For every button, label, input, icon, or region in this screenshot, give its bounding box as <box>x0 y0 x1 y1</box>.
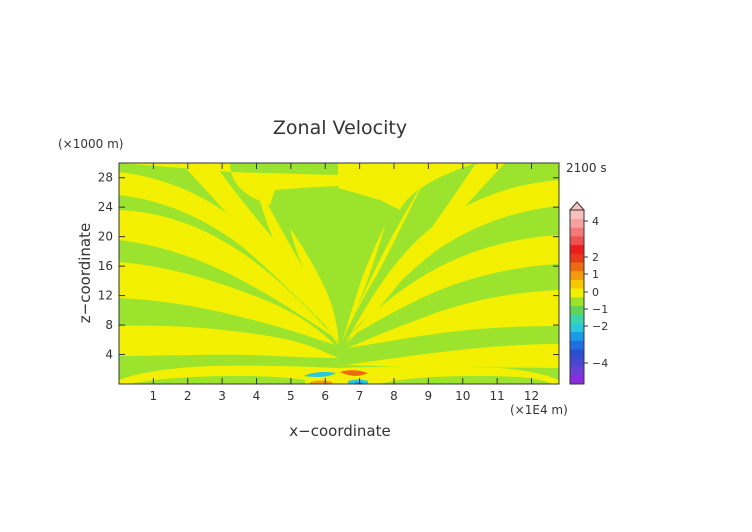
x-tick-label: 10 <box>455 389 470 403</box>
contour-band <box>130 376 305 384</box>
contour-band <box>119 163 338 205</box>
y-tick-label: 12 <box>98 289 113 303</box>
colorbar-tick-label: −1 <box>592 303 608 316</box>
colorbar-swatch <box>570 305 584 315</box>
y-tick-label: 28 <box>98 171 113 185</box>
colorbar-swatch <box>570 375 584 385</box>
x-tick-label: 8 <box>390 389 398 403</box>
contour-band <box>340 370 368 376</box>
x-axis: 1 2 3 4 5 6 7 8 9 10 11 12 <box>150 163 539 403</box>
colorbar-tick-label: 4 <box>592 215 599 228</box>
colorbar-swatch <box>570 314 584 324</box>
y-unit-label: (×1000 m) <box>58 137 123 151</box>
colorbar-swatch <box>570 244 584 254</box>
colorbar-swatch <box>570 288 584 298</box>
x-tick-label: 3 <box>218 389 226 403</box>
y-tick-label: 16 <box>98 259 113 273</box>
x-axis-label: x−coordinate <box>289 422 390 440</box>
contour-band <box>310 380 332 384</box>
x-tick-label: 6 <box>321 389 329 403</box>
colorbar-swatch <box>570 279 584 289</box>
colorbar-tick-label: 0 <box>592 286 599 299</box>
colorbar-swatch <box>570 227 584 237</box>
x-unit-label: (×1E4 m) <box>510 403 568 417</box>
colorbar-swatch <box>570 218 584 228</box>
plot-frame <box>118 162 560 385</box>
contour-band <box>119 210 335 338</box>
chart-title: Zonal Velocity <box>273 117 407 139</box>
x-tick-label: 5 <box>287 389 295 403</box>
colorbar-swatch <box>570 236 584 246</box>
colorbar-swatch <box>570 366 584 376</box>
colorbar-swatch <box>570 323 584 333</box>
colorbar-swatch <box>570 253 584 263</box>
y-tick-label: 24 <box>98 200 113 214</box>
colorbar-swatch <box>570 349 584 359</box>
x-tick-label: 4 <box>253 389 261 403</box>
colorbar-frame <box>569 209 585 385</box>
y-tick-label: 20 <box>98 230 113 244</box>
contour-band <box>342 225 385 342</box>
colorbar-swatch <box>570 210 584 219</box>
contour-band <box>345 344 559 368</box>
x-tick-label: 12 <box>524 389 539 403</box>
x-tick-label: 1 <box>150 389 158 403</box>
colorbar-swatch <box>570 262 584 272</box>
contour-band <box>119 172 330 330</box>
x-tick-label: 9 <box>425 389 433 403</box>
colorbar-swatch <box>570 331 584 341</box>
colorbar-swatch <box>570 340 584 350</box>
x-tick-label: 2 <box>184 389 192 403</box>
contour-band <box>350 180 559 335</box>
colorbar: 4 2 1 0 −1 −2 −4 <box>568 201 608 385</box>
y-tick-label: 8 <box>105 318 113 332</box>
contour-band <box>345 235 559 340</box>
contour-band <box>119 325 338 358</box>
colorbar-arrow <box>568 201 586 211</box>
colorbar-swatch <box>570 357 584 367</box>
y-axis-label: z−coordinate <box>76 223 94 323</box>
time-label: 2100 s <box>566 161 607 175</box>
contour-band <box>255 180 338 345</box>
contour-band <box>290 228 339 345</box>
contour-field <box>119 163 559 384</box>
contour-band <box>119 262 335 345</box>
contour-band <box>304 372 336 377</box>
x-tick-label: 11 <box>489 389 504 403</box>
contour-band <box>345 163 505 345</box>
colorbar-tick-label: −2 <box>592 320 608 333</box>
contour-band <box>348 290 559 348</box>
colorbar-tick-label: 2 <box>592 251 599 264</box>
colorbar-tick-label: 1 <box>592 268 599 281</box>
y-axis: 4 8 12 16 20 24 28 <box>98 171 559 362</box>
colorbar-tick-label: −4 <box>592 357 608 370</box>
x-tick-label: 7 <box>356 389 364 403</box>
contour-band <box>342 180 425 340</box>
contour-band <box>380 376 552 384</box>
colorbar-swatch <box>570 297 584 306</box>
colorbar-swatch <box>570 270 584 280</box>
y-tick-label: 4 <box>105 348 113 362</box>
contour-band <box>338 163 476 210</box>
